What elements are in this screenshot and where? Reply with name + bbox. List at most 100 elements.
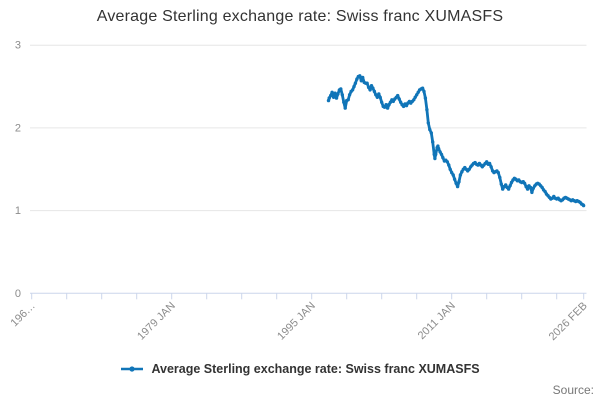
data-point-marker: [333, 91, 337, 95]
data-point-marker: [524, 184, 528, 189]
data-point-marker: [422, 89, 426, 94]
y-tick-label: 0: [15, 288, 21, 300]
data-point-marker: [485, 160, 489, 164]
data-point-marker: [368, 88, 372, 92]
data-point-marker: [581, 203, 586, 208]
data-point-marker: [385, 106, 390, 110]
data-point-marker: [454, 181, 458, 185]
data-point-marker: [508, 184, 512, 188]
data-point-marker: [404, 103, 409, 108]
data-point-marker: [371, 86, 375, 90]
data-point-marker: [352, 84, 356, 89]
data-point-marker: [380, 100, 384, 105]
data-point-marker: [342, 100, 346, 105]
x-tick-label: 1979 JAN: [135, 300, 178, 343]
data-point-marker: [369, 84, 374, 88]
data-point-marker: [434, 152, 438, 157]
data-point-marker: [436, 146, 441, 151]
data-point-marker: [374, 93, 378, 97]
data-point-marker: [412, 98, 416, 102]
data-point-marker: [384, 103, 388, 107]
data-point-marker: [445, 160, 449, 164]
data-point-marker: [397, 97, 401, 101]
data-point-marker: [396, 93, 400, 98]
data-point-marker: [358, 74, 362, 78]
data-point-marker: [429, 131, 433, 135]
line-chart-plot-area: 0 1 2 3 196… 1979 JAN 1995 JAN 2011 JAN 2026 FEB: [9, 40, 590, 343]
data-point-marker: [331, 95, 336, 100]
data-point-marker: [336, 92, 340, 96]
chart-title: Average Sterling exchange rate: Swiss fr…: [96, 8, 504, 25]
data-point-marker: [543, 189, 547, 194]
data-point-marker: [340, 93, 344, 97]
data-point-marker: [525, 187, 530, 191]
data-point-marker: [447, 163, 451, 167]
data-point-marker: [540, 185, 544, 190]
data-point-marker: [359, 79, 363, 83]
y-tick-label: 1: [15, 205, 21, 217]
data-point-marker: [401, 104, 406, 109]
data-point-marker: [487, 161, 492, 166]
data-point-marker: [377, 92, 381, 96]
data-point-marker: [528, 185, 533, 190]
data-point-marker: [439, 152, 444, 157]
x-tick-label: 1995 JAN: [275, 300, 318, 343]
legend-marker-icon: [121, 366, 144, 372]
data-point-marker: [451, 173, 455, 177]
data-point-marker: [499, 182, 503, 186]
legend-label: Average Sterling exchange rate: Swiss fr…: [151, 362, 480, 376]
data-point-marker: [441, 156, 445, 160]
data-point-marker: [496, 170, 500, 175]
data-point-marker: [467, 167, 471, 171]
data-point-marker: [425, 108, 429, 112]
data-point-marker: [426, 121, 430, 125]
data-point-marker: [327, 96, 331, 100]
data-point-marker: [420, 86, 425, 90]
legend-item[interactable]: Average Sterling exchange rate: Swiss fr…: [0, 359, 600, 379]
data-point-marker: [413, 95, 417, 100]
data-point-marker: [458, 173, 463, 177]
data-point-marker: [415, 93, 419, 97]
data-point-marker: [428, 127, 432, 132]
data-point-marker: [452, 177, 457, 181]
data-point-marker: [448, 167, 452, 171]
data-point-marker: [522, 181, 527, 185]
data-point-marker: [501, 187, 505, 191]
x-tick-label: 2011 JAN: [416, 300, 458, 342]
data-point-marker: [489, 165, 493, 169]
data-point-marker: [388, 100, 393, 105]
data-point-marker: [353, 81, 358, 85]
y-tick-label: 3: [15, 40, 21, 52]
data-point-marker: [455, 184, 460, 189]
data-point-marker: [433, 156, 437, 161]
data-point-marker: [375, 95, 379, 100]
data-point-marker: [423, 96, 428, 100]
data-point-marker: [365, 81, 369, 85]
data-point-marker: [330, 90, 334, 95]
data-point-marker: [334, 96, 339, 100]
data-point-marker: [431, 140, 435, 144]
data-point-marker: [350, 88, 355, 92]
data-point-marker: [355, 77, 359, 81]
data-point-marker: [498, 175, 502, 180]
y-tick-label: 2: [15, 122, 21, 134]
data-point-marker: [346, 98, 350, 102]
data-point-marker: [457, 180, 461, 184]
data-point-marker: [531, 186, 535, 190]
x-tick-label: 196…: [9, 300, 38, 329]
data-point-marker: [382, 105, 387, 109]
data-point-marker: [378, 95, 382, 100]
data-point-marker: [339, 87, 343, 91]
data-point-marker: [506, 187, 511, 191]
data-point-marker: [530, 190, 534, 195]
data-point-marker: [361, 75, 365, 80]
data-point-marker: [343, 106, 347, 110]
data-point-marker: [372, 89, 377, 94]
data-point-marker: [347, 93, 352, 97]
data-point-marker: [366, 85, 371, 90]
data-point-marker: [509, 180, 514, 185]
data-point-marker: [438, 150, 442, 154]
source-label: Source:: [552, 383, 594, 397]
data-point-marker: [329, 93, 333, 98]
